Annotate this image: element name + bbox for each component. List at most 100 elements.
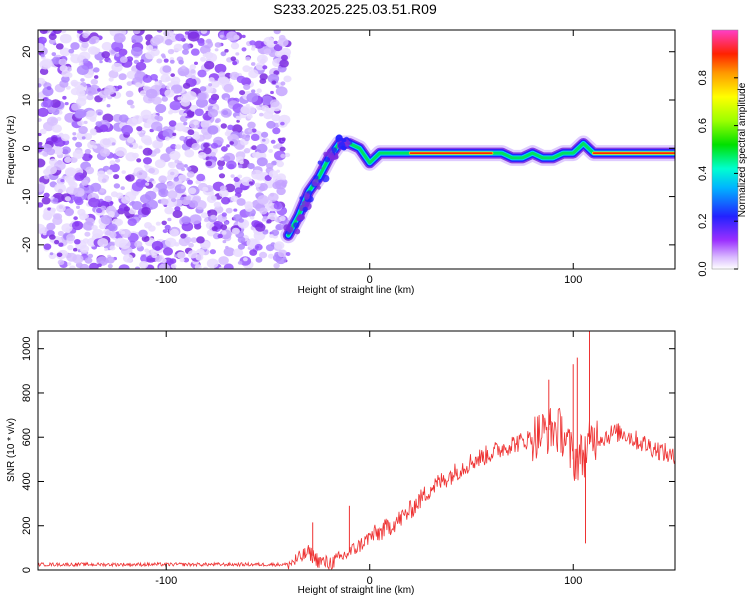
noise-blob bbox=[92, 145, 98, 149]
noise-blob bbox=[246, 92, 259, 103]
bottom-x-tick-label: -100 bbox=[155, 575, 177, 587]
noise-blob bbox=[269, 234, 274, 238]
noise-blob bbox=[259, 73, 268, 81]
noise-blob bbox=[126, 70, 137, 80]
noise-blob bbox=[164, 136, 170, 141]
noise-blob bbox=[60, 179, 65, 183]
noise-blob bbox=[66, 233, 76, 242]
noise-blob bbox=[172, 209, 183, 219]
noise-blob bbox=[181, 127, 188, 133]
noise-blob bbox=[191, 143, 200, 151]
noise-blob bbox=[273, 263, 280, 269]
noise-blob bbox=[38, 83, 42, 88]
noise-blob bbox=[155, 221, 161, 226]
noise-blob bbox=[54, 183, 66, 194]
noise-blob bbox=[82, 221, 94, 231]
noise-blob bbox=[210, 80, 220, 88]
noise-blob bbox=[259, 251, 268, 259]
noise-blob bbox=[38, 118, 42, 122]
noise-blob bbox=[192, 133, 200, 141]
noise-blob bbox=[238, 218, 244, 223]
noise-blob bbox=[77, 30, 83, 34]
noise-blob bbox=[86, 94, 94, 101]
noise-blob bbox=[279, 59, 289, 68]
noise-blob bbox=[164, 206, 174, 215]
noise-blob bbox=[79, 244, 90, 253]
noise-blob bbox=[179, 135, 186, 141]
noise-blob bbox=[164, 237, 177, 248]
ridge-blob bbox=[283, 224, 291, 232]
noise-blob bbox=[81, 136, 86, 140]
noise-blob bbox=[84, 257, 93, 264]
noise-blob bbox=[127, 218, 137, 227]
noise-blob bbox=[109, 163, 120, 173]
noise-blob bbox=[179, 257, 185, 263]
noise-blob bbox=[224, 131, 231, 137]
noise-blob bbox=[205, 160, 213, 167]
noise-blob bbox=[224, 221, 229, 225]
noise-blob bbox=[79, 263, 90, 269]
noise-blob bbox=[230, 42, 240, 50]
noise-blob bbox=[158, 175, 168, 183]
noise-blob bbox=[285, 252, 291, 256]
noise-blob bbox=[183, 121, 188, 126]
noise-blob bbox=[200, 212, 208, 219]
noise-blob bbox=[230, 56, 237, 62]
noise-blob bbox=[131, 46, 143, 57]
noise-blob bbox=[70, 42, 80, 50]
noise-blob bbox=[85, 110, 97, 121]
noise-blob bbox=[180, 93, 191, 103]
noise-blob bbox=[38, 158, 46, 168]
noise-blob bbox=[277, 37, 289, 47]
noise-blob bbox=[266, 162, 274, 170]
noise-blob bbox=[240, 105, 251, 115]
noise-blob bbox=[179, 196, 185, 201]
noise-blob bbox=[143, 157, 152, 165]
noise-blob bbox=[152, 187, 159, 193]
noise-blob bbox=[180, 233, 187, 239]
noise-blob bbox=[266, 219, 272, 224]
noise-blob bbox=[40, 53, 45, 58]
noise-blob bbox=[188, 200, 199, 208]
noise-blob bbox=[51, 52, 57, 57]
colorbar-tick-label: 0.0 bbox=[697, 261, 709, 276]
noise-blob bbox=[41, 196, 51, 205]
noise-blob bbox=[224, 49, 229, 53]
noise-blob bbox=[74, 172, 85, 181]
noise-blob bbox=[254, 243, 263, 251]
noise-blob bbox=[261, 95, 273, 106]
noise-blob bbox=[184, 31, 190, 35]
noise-blob bbox=[214, 48, 219, 52]
noise-blob bbox=[82, 58, 89, 64]
noise-blob bbox=[273, 145, 278, 149]
noise-blob bbox=[270, 99, 280, 108]
noise-blob bbox=[130, 104, 135, 109]
noise-blob bbox=[46, 148, 56, 156]
ridge-blob bbox=[316, 185, 321, 190]
colorbar-tick-label: 0.6 bbox=[697, 118, 709, 133]
noise-blob bbox=[48, 33, 57, 40]
noise-blob bbox=[87, 253, 94, 259]
noise-blob bbox=[70, 54, 82, 64]
noise-blob bbox=[54, 239, 60, 245]
noise-blob bbox=[50, 99, 61, 108]
noise-blob bbox=[219, 157, 224, 161]
noise-blob bbox=[190, 69, 196, 74]
colorbar-label: Normalized spectral amplitude bbox=[737, 82, 748, 217]
noise-blob bbox=[239, 90, 246, 96]
noise-blob bbox=[218, 71, 226, 78]
bottom-y-tick-label: 200 bbox=[21, 517, 33, 535]
bottom-x-tick-label: 0 bbox=[367, 575, 373, 587]
noise-blob bbox=[156, 58, 163, 64]
noise-blob bbox=[61, 75, 70, 83]
noise-blob bbox=[150, 74, 158, 81]
noise-blob bbox=[268, 170, 278, 178]
noise-blob bbox=[200, 56, 207, 62]
noise-blob bbox=[90, 78, 99, 85]
snr-panel: -100 0 100 0 200 400 600 800 1000 Height of str… bbox=[6, 330, 676, 596]
noise-blob bbox=[46, 116, 59, 126]
noise-blob bbox=[251, 213, 255, 217]
noise-blob bbox=[199, 86, 207, 92]
noise-blob bbox=[182, 43, 191, 51]
noise-blob bbox=[187, 179, 193, 185]
